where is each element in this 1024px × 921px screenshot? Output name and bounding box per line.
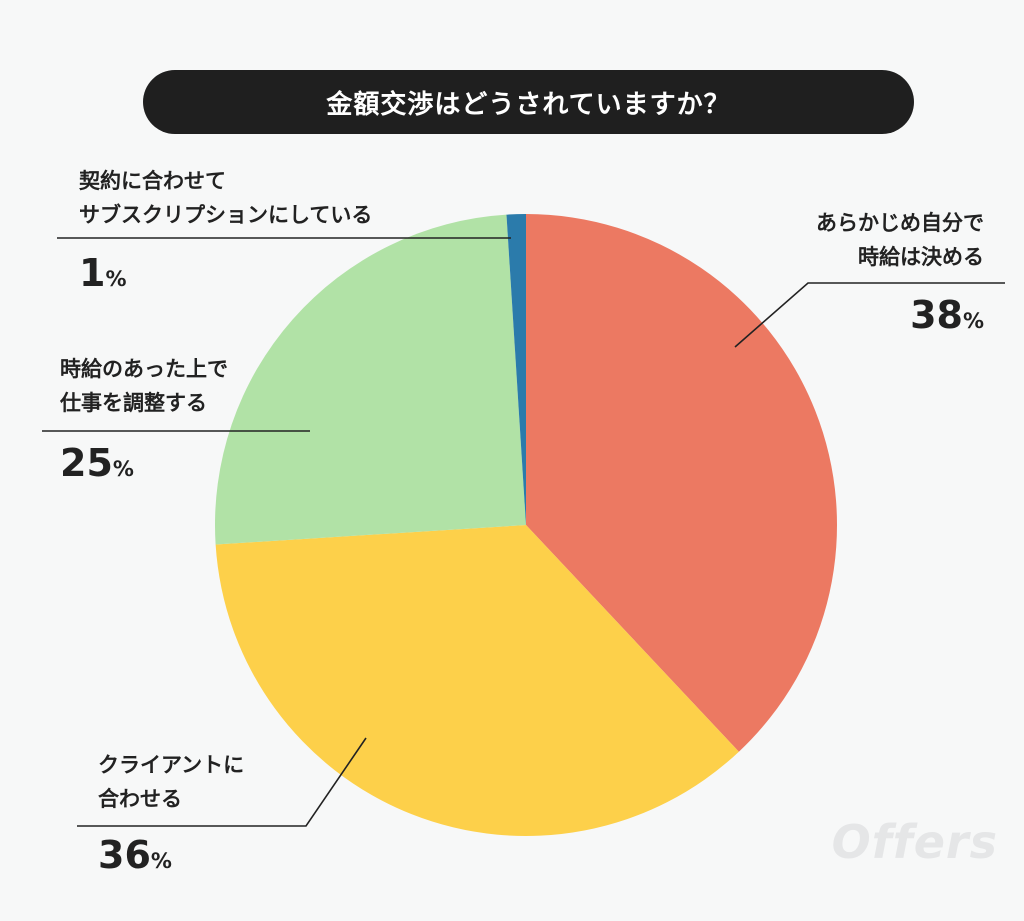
slice-value-3: 1 (79, 251, 105, 295)
offers-watermark-logo: Offers (831, 815, 998, 869)
slice-label-3-line-1: サブスクリプションにしている (79, 203, 372, 227)
slice-value-0: 38 (910, 293, 963, 337)
slice-label-0-line-0: あらかじめ自分で (816, 211, 984, 235)
leader-line-1 (77, 737, 367, 827)
slice-percentage-1: 36% (98, 833, 172, 877)
slice-label-2-line-1: 仕事を調整する (59, 391, 207, 415)
chart-title-bar: 金額交渉はどうされていますか？ (143, 70, 914, 134)
leader-line-0 (734, 282, 1005, 348)
slice-label-3-line-0: 契約に合わせて (78, 169, 226, 193)
slice-percentage-0: 38% (910, 293, 984, 337)
pie-slice-1 (215, 525, 739, 836)
slice-percentage-2: 25% (60, 441, 134, 485)
slice-value-1: 36 (98, 833, 151, 877)
slice-unit-1: % (151, 849, 172, 873)
slice-unit-2: % (113, 457, 134, 481)
slice-label-1-line-0: クライアントに (98, 753, 244, 777)
slice-label-0-line-1: 時給は決める (858, 245, 984, 269)
slice-unit-3: % (105, 267, 126, 291)
pie-slice-0 (526, 214, 837, 752)
pie-slice-2 (215, 214, 526, 545)
slice-percentage-3: 1% (79, 251, 127, 295)
slice-unit-0: % (963, 309, 984, 333)
chart-title: 金額交渉はどうされていますか？ (326, 89, 731, 120)
slice-label-1-line-1: 合わせる (98, 787, 182, 811)
slice-label-2-line-0: 時給のあった上で (60, 357, 228, 381)
slice-value-2: 25 (60, 441, 113, 485)
pie-slice-3 (506, 214, 526, 525)
